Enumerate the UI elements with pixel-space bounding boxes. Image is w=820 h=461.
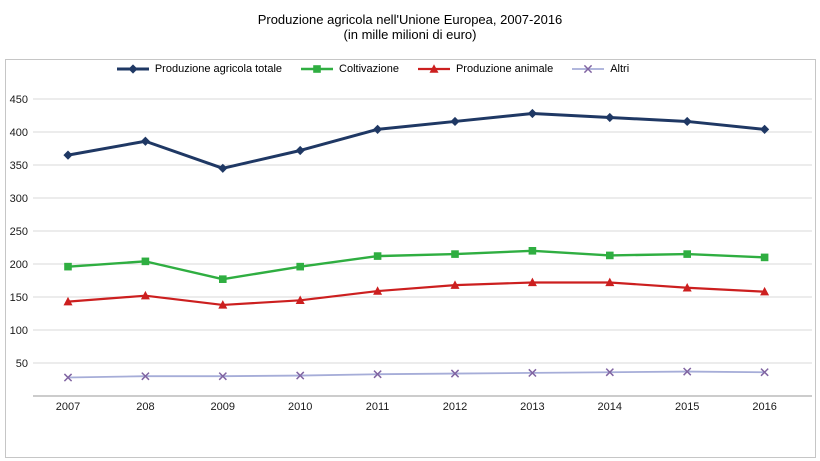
triangle-marker [682,282,692,292]
legend-label-animale: Produzione animale [455,63,554,75]
square-marker [219,275,227,283]
triangle-marker [527,277,537,287]
triangle-marker [63,296,73,306]
x-marker [760,368,769,377]
triangle-marker [140,290,150,300]
x-tick-label: 208 [136,401,154,413]
x-axis-labels: 2007 208 2009 2010 2011 2012 2013 2014 2015 2016 [56,401,777,413]
square-marker [606,251,614,260]
x-tick-label: 2016 [752,401,776,413]
legend-item-altri: Altri [571,63,629,75]
triangle-marker [373,286,383,295]
chart-title-line2: (in mille milioni di euro) [343,27,477,42]
y-tick-label: 300 [10,193,28,205]
square-marker [451,250,459,258]
chart-frame: 50 100 150 200 250 300 350 400 450 2007 208 2009 201… [5,59,816,458]
y-tick-label: 150 [10,292,28,304]
series-totale [63,108,770,173]
diamond-marker [682,116,692,127]
square-marker [760,253,769,262]
diamond-marker [527,108,537,119]
diamond-marker [760,124,770,134]
y-axis-labels: 50 100 150 200 250 300 350 400 450 [10,94,28,370]
triangle-marker [295,295,305,304]
x-marker [605,368,614,377]
x-tick-label: 2009 [211,401,235,413]
x-tick-label: 2015 [675,401,699,413]
x-marker [528,368,537,378]
x-marker [63,373,73,382]
legend-label-totale: Produzione agricola totale [154,63,283,75]
legend-sample-totale [116,64,149,74]
triangle-marker [760,286,770,296]
chart-svg: 50 100 150 200 250 300 350 400 450 2007 208 2009 201… [10,94,812,413]
y-tick-label: 450 [10,94,28,106]
x-marker [584,64,593,74]
triangle-marker [450,280,460,289]
x-tick-label: 2014 [598,401,622,413]
y-tick-label: 100 [10,325,28,337]
square-marker [64,262,72,271]
x-marker [141,372,150,381]
x-marker [296,371,305,380]
diamond-marker [605,112,615,123]
square-marker [683,250,691,258]
triangle-marker [605,277,615,287]
legend-item-animale: Produzione animale [417,63,553,75]
square-marker [528,247,537,255]
diamond-marker [295,145,305,156]
x-marker [373,370,382,379]
square-marker [296,262,304,271]
y-tick-label: 400 [10,127,28,139]
x-tick-label: 2007 [56,401,80,413]
y-tick-label: 250 [10,226,28,238]
square-marker [373,252,382,260]
legend-sample-coltivazione [301,65,334,73]
series-line-coltivazione [66,249,766,281]
legend-item-coltivazione: Coltivazione [300,63,399,75]
diamond-marker [373,124,383,134]
triangle-marker [218,300,228,309]
series-animale [63,277,770,309]
y-tick-label: 50 [16,358,28,370]
diamond-marker [140,136,150,146]
diamond-marker [450,116,460,127]
diamond-marker [218,163,228,173]
series-coltivazione [64,247,769,283]
series-line-altri [67,370,766,379]
legend-label-altri: Altri [610,63,630,75]
chart-title-line1: Produzione agricola nell'Unione Europea,… [257,12,563,27]
legend-item-totale: Produzione agricola totale [116,63,282,75]
diamond-marker [63,150,73,160]
chart-title: Produzione agricola nell'Unione Europea,… [0,12,820,42]
series-line-animale [66,281,766,307]
triangle-marker [429,64,439,73]
x-marker [450,369,460,378]
series-altri [63,367,769,382]
gridlines [33,98,812,364]
x-tick-label: 2011 [366,401,390,413]
legend-label-coltivazione: Coltivazione [339,63,399,75]
x-marker [218,372,227,381]
legend-sample-animale [417,64,450,73]
legend: Produzione agricola totale Coltivazione Pr… [0,63,777,75]
series-line-totale [66,112,767,170]
legend-sample-altri [572,64,605,74]
x-tick-label: 2012 [443,401,467,413]
square-marker [313,65,321,73]
square-marker [141,257,150,266]
diamond-marker [128,64,138,74]
x-tick-label: 2010 [288,401,312,413]
y-tick-label: 200 [10,259,28,271]
x-marker [683,367,692,376]
y-tick-label: 350 [10,160,28,172]
x-tick-label: 2013 [520,401,544,413]
